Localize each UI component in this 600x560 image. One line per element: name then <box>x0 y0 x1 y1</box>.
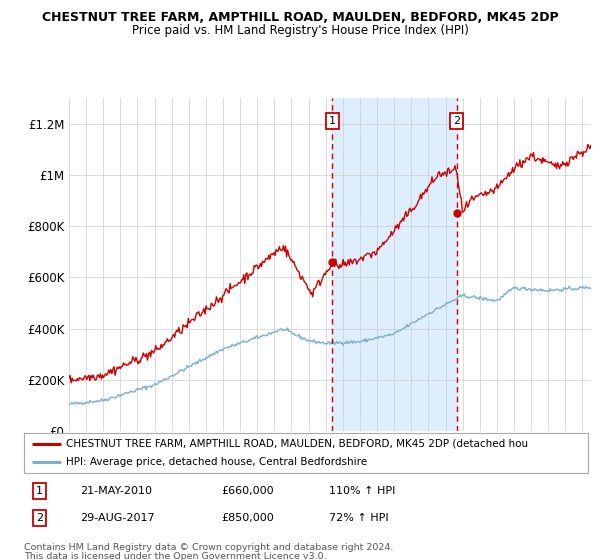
Text: This data is licensed under the Open Government Licence v3.0.: This data is licensed under the Open Gov… <box>24 552 326 560</box>
Text: Contains HM Land Registry data © Crown copyright and database right 2024.: Contains HM Land Registry data © Crown c… <box>24 543 394 552</box>
Text: HPI: Average price, detached house, Central Bedfordshire: HPI: Average price, detached house, Cent… <box>66 458 367 467</box>
Text: 1: 1 <box>329 116 336 126</box>
Text: £660,000: £660,000 <box>221 486 274 496</box>
Text: 29-AUG-2017: 29-AUG-2017 <box>80 513 155 523</box>
Text: CHESTNUT TREE FARM, AMPTHILL ROAD, MAULDEN, BEDFORD, MK45 2DP (detached hou: CHESTNUT TREE FARM, AMPTHILL ROAD, MAULD… <box>66 439 529 449</box>
Text: Price paid vs. HM Land Registry's House Price Index (HPI): Price paid vs. HM Land Registry's House … <box>131 24 469 36</box>
Text: £850,000: £850,000 <box>221 513 274 523</box>
Bar <box>332 98 457 431</box>
Text: CHESTNUT TREE FARM, AMPTHILL ROAD, MAULDEN, BEDFORD, MK45 2DP: CHESTNUT TREE FARM, AMPTHILL ROAD, MAULD… <box>41 11 559 24</box>
Text: 1: 1 <box>36 486 43 496</box>
Text: 2: 2 <box>36 513 43 523</box>
Text: 2: 2 <box>453 116 460 126</box>
Text: 21-MAY-2010: 21-MAY-2010 <box>80 486 152 496</box>
Text: 72% ↑ HPI: 72% ↑ HPI <box>329 513 388 523</box>
Text: 110% ↑ HPI: 110% ↑ HPI <box>329 486 395 496</box>
